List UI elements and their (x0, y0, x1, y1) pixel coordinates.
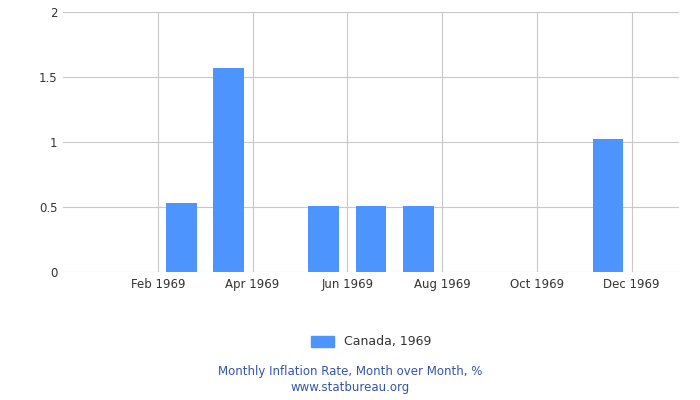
Legend: Canada, 1969: Canada, 1969 (311, 336, 431, 348)
Bar (166, 203, 197, 272)
Text: www.statbureau.org: www.statbureau.org (290, 382, 410, 394)
Bar (356, 206, 386, 272)
Text: Monthly Inflation Rate, Month over Month, %: Monthly Inflation Rate, Month over Month… (218, 366, 482, 378)
Bar (592, 139, 623, 272)
Bar (308, 206, 339, 272)
Bar (403, 206, 434, 272)
Bar (214, 68, 244, 272)
